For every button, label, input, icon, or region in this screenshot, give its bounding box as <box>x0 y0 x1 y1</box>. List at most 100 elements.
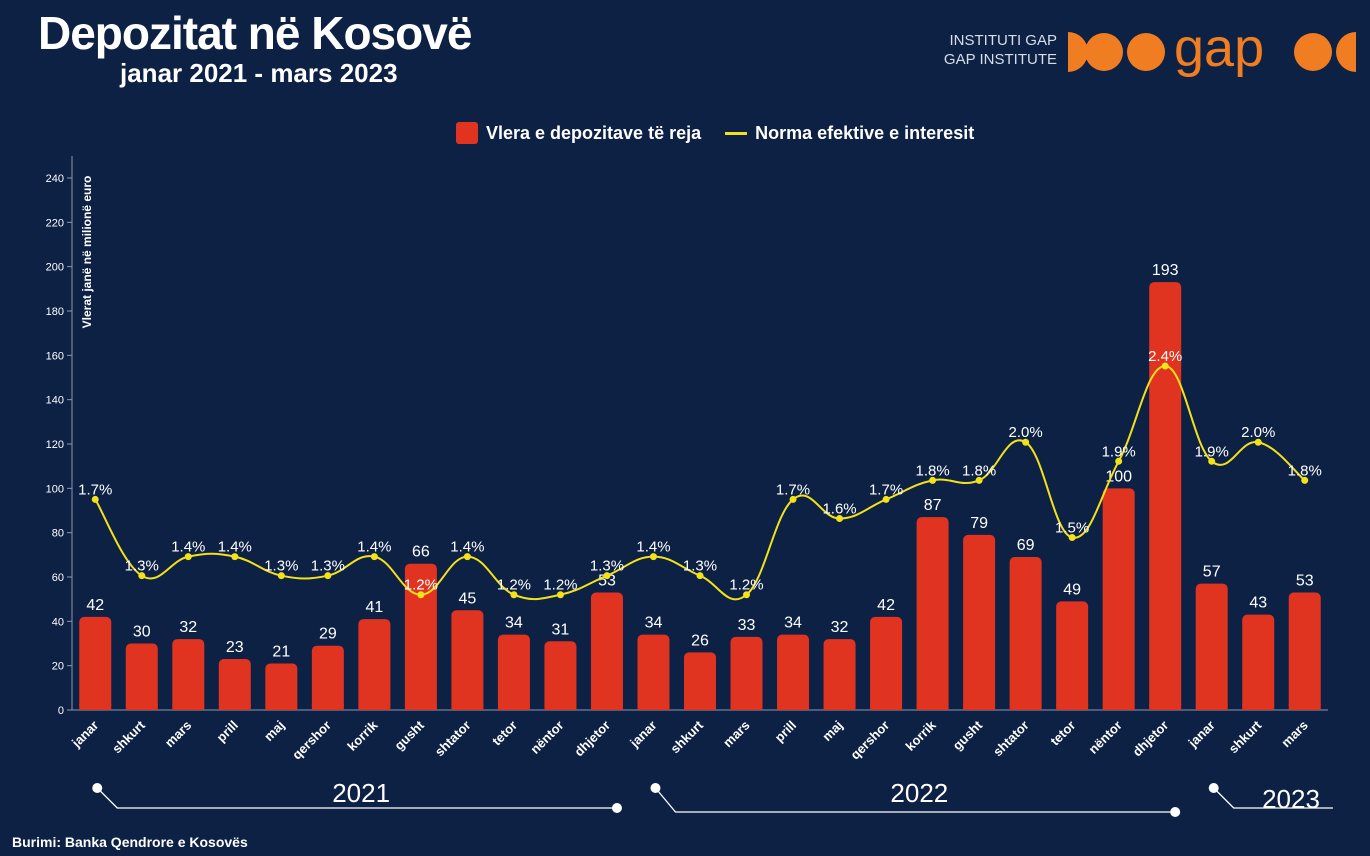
bar <box>1009 557 1042 710</box>
rate-label: 1.7% <box>776 481 810 498</box>
rate-label: 1.3% <box>311 558 345 575</box>
bar-base <box>544 704 577 710</box>
bar-value-label: 79 <box>970 515 988 532</box>
bar-base <box>1195 704 1228 710</box>
bar-value-label: 69 <box>1017 537 1035 554</box>
bar-value-label: 42 <box>86 597 104 614</box>
rate-point <box>882 495 890 503</box>
rate-point <box>510 591 518 599</box>
bar-value-label: 32 <box>831 619 849 636</box>
bar <box>916 517 949 710</box>
bar-value-label: 42 <box>877 597 895 614</box>
logo-dot-icon <box>1294 33 1332 71</box>
bar-value-label: 193 <box>1152 262 1179 279</box>
bar-base <box>684 704 716 710</box>
x-tick-label: korrik <box>344 717 381 754</box>
chart-legend: Vlera e depozitave të reja Norma efektiv… <box>456 120 974 146</box>
bar-value-label: 21 <box>272 643 290 660</box>
rate-point <box>1022 438 1030 446</box>
x-tick-label: dhjetor <box>1130 718 1172 760</box>
y-tick-label: 180 <box>46 306 64 318</box>
rate-label: 1.4% <box>218 539 252 556</box>
bar-value-label: 33 <box>738 617 756 634</box>
rate-point <box>929 476 937 484</box>
x-tick-label: qershor <box>847 718 892 763</box>
rate-point <box>1254 438 1262 446</box>
rate-point <box>975 476 983 484</box>
bar-base <box>172 704 205 710</box>
x-tick-label: maj <box>261 718 287 744</box>
x-tick-label: shtator <box>432 718 474 760</box>
rate-point <box>696 572 704 580</box>
x-tick-label: gusht <box>391 717 427 753</box>
bar-value-label: 45 <box>459 590 477 607</box>
rate-label: 1.9% <box>1102 443 1136 460</box>
bar-value-label: 26 <box>691 632 709 649</box>
bar-value-label: 66 <box>412 544 430 561</box>
logo-dot-icon <box>1085 33 1123 71</box>
rate-label: 2.4% <box>1148 348 1182 365</box>
rate-label: 2.0% <box>1009 424 1043 441</box>
rate-label: 1.4% <box>357 539 391 556</box>
y-tick-label: 140 <box>46 395 64 407</box>
rate-label: 1.4% <box>636 539 670 556</box>
year-label: 2022 <box>890 778 948 808</box>
y-tick-label: 80 <box>52 528 64 540</box>
legend-line-swatch <box>725 131 748 135</box>
x-tick-label: nëntor <box>527 718 566 757</box>
brand-line-2: GAP INSTITUTE <box>943 51 1057 68</box>
rate-point <box>1068 534 1076 542</box>
x-tick-label: shkurt <box>667 717 706 756</box>
year-bracket-line <box>1213 787 1333 809</box>
chart-subtitle: janar 2021 - mars 2023 <box>120 58 398 88</box>
bar-value-label: 53 <box>1296 573 1314 590</box>
rate-label: 1.3% <box>683 558 717 575</box>
y-tick-label: 100 <box>46 483 64 495</box>
rate-point <box>1301 476 1309 484</box>
gap-logo: gap <box>1068 26 1356 78</box>
bar-value-label: 32 <box>179 619 197 636</box>
y-tick-label: 220 <box>46 217 64 229</box>
bar <box>497 634 530 710</box>
y-tick-label: 240 <box>46 173 64 185</box>
year-bracket-dot <box>1170 807 1181 817</box>
bar <box>684 652 716 710</box>
rate-label: 1.4% <box>171 539 205 556</box>
bar <box>730 636 763 710</box>
rate-point <box>836 514 844 522</box>
bar <box>1149 282 1182 710</box>
rate-label: 1.2% <box>543 577 577 594</box>
bar-base <box>730 704 763 710</box>
bar <box>1102 488 1135 710</box>
rate-label: 1.8% <box>962 462 996 479</box>
bar-value-label: 43 <box>1249 595 1267 612</box>
x-tick-label: janar <box>626 718 659 751</box>
bar <box>963 534 996 710</box>
rate-label: 1.8% <box>915 462 949 479</box>
bar <box>451 610 484 710</box>
bar <box>79 616 112 710</box>
bar-base <box>590 704 623 710</box>
bar-base <box>916 704 949 710</box>
bar <box>777 634 810 710</box>
bar-base <box>1102 704 1135 710</box>
logo-half-dot-icon <box>1068 32 1088 72</box>
y-axis-title: Vlerat janë në milionë euro <box>80 176 94 329</box>
x-tick-label: shkurt <box>1226 717 1265 756</box>
x-tick-label: janar <box>1185 718 1218 751</box>
bar <box>125 643 158 710</box>
rate-point <box>370 553 378 561</box>
year-label: 2023 <box>1262 784 1320 814</box>
bar-base <box>963 704 996 710</box>
rate-label: 1.3% <box>264 558 298 575</box>
x-tick-label: tetor <box>1047 718 1078 749</box>
x-tick-label: mars <box>720 718 753 751</box>
rate-point <box>184 553 192 561</box>
bar <box>637 634 670 710</box>
rate-label: 1.2% <box>729 577 763 594</box>
bar-value-label: 49 <box>1063 581 1081 598</box>
logo-half-dot-icon <box>1336 32 1356 72</box>
rate-label: 1.4% <box>450 539 484 556</box>
bar-value-label: 34 <box>784 615 802 632</box>
